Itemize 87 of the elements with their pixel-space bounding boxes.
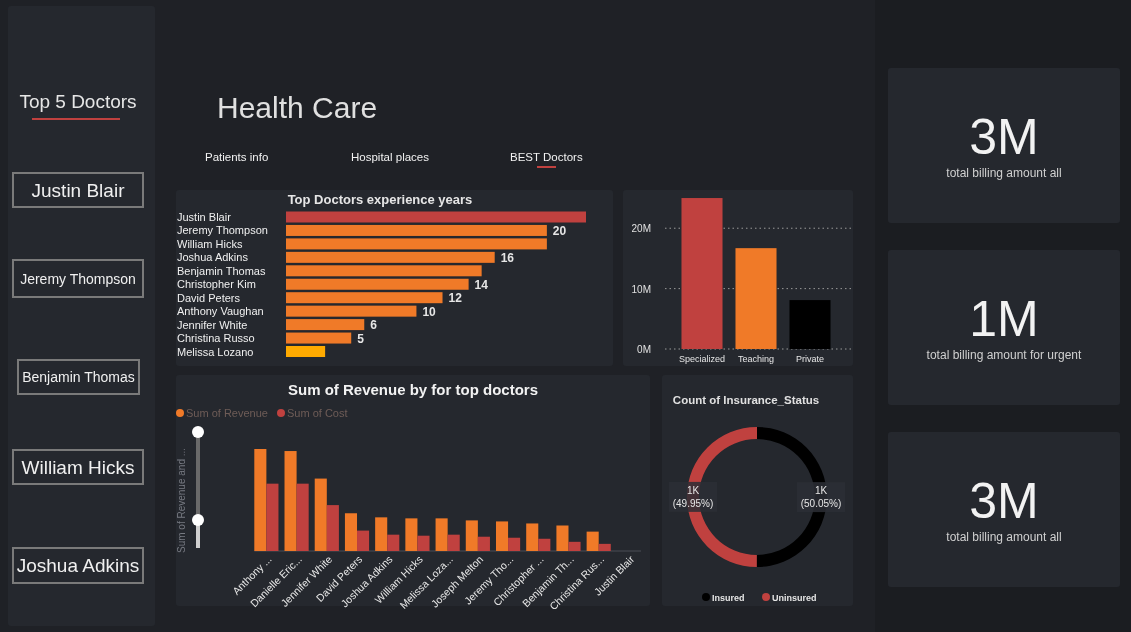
data-label: 6 (370, 318, 378, 333)
text: William Hicks (21, 456, 135, 478)
bar (681, 198, 723, 349)
chart-title: Count of Insurance_Status (672, 394, 820, 406)
text: Hospital places (351, 151, 430, 163)
y-tick-label: Justin Blair (177, 211, 232, 223)
legend-label: Uninsured (772, 592, 817, 603)
bar (465, 520, 478, 551)
bar (526, 523, 539, 551)
text: total billing amount for urgent (926, 348, 1083, 362)
text: Justin Blair (31, 179, 126, 201)
data-label: 20 (552, 223, 567, 238)
text: 1M (969, 291, 1039, 347)
legend-label: Insured (712, 592, 745, 603)
bar (495, 521, 509, 551)
bar (286, 292, 443, 304)
bar (538, 538, 551, 551)
bar (286, 332, 352, 344)
bar (508, 537, 521, 551)
data-label: 1K (50.05%) (800, 485, 842, 510)
text: total billing amount all (946, 166, 1062, 180)
x-tick-label: Private (795, 354, 825, 364)
bar (286, 224, 547, 236)
bar (417, 535, 430, 551)
bar (286, 319, 365, 331)
y-tick-label: William Hicks (177, 237, 243, 250)
data-label: 16 (500, 250, 515, 265)
bar (286, 305, 417, 317)
bar (387, 534, 400, 551)
y-tick-label: Christina Russo (177, 332, 255, 345)
bar (789, 300, 831, 349)
y-tick-label: David Peters (177, 291, 241, 304)
bar (286, 265, 482, 277)
bar (344, 513, 358, 551)
bar (254, 449, 267, 551)
bar (286, 251, 495, 263)
bar (598, 543, 611, 551)
bar (286, 238, 547, 250)
y-axis-title: Sum of Revenue and ... (176, 447, 187, 553)
bar (284, 451, 297, 551)
legend-label: Sum of Cost (287, 407, 348, 419)
bar (447, 534, 460, 551)
y-tick-label: Christopher Kim (177, 278, 256, 291)
bar (568, 541, 581, 551)
y-tick-label: 20M (631, 223, 651, 235)
bar (405, 518, 418, 551)
text: BEST Doctors (510, 151, 583, 163)
text: Top 5 Doctors (19, 91, 137, 112)
bar (296, 483, 309, 551)
bar (435, 518, 448, 551)
bar (477, 536, 490, 551)
x-tick-label: Teaching (737, 354, 775, 364)
y-tick-label: Jennifer White (177, 318, 248, 331)
bar (735, 248, 777, 349)
y-tick-label: 10M (631, 283, 651, 295)
y-tick-label: 0M (637, 344, 651, 355)
bar (357, 530, 370, 551)
text: Health Care (217, 91, 378, 124)
text: Patients info (205, 151, 269, 163)
y-tick-label: Jeremy Thompson (177, 224, 268, 237)
y-tick-label: Benjamin Thomas (177, 264, 266, 277)
bar (286, 211, 586, 223)
bar (286, 278, 469, 290)
x-tick-label: Specialized (678, 354, 726, 364)
bar (326, 505, 339, 551)
text: 3M (969, 109, 1039, 165)
bar (286, 346, 326, 357)
bar (314, 478, 327, 551)
y-tick-label: Anthony Vaughan (177, 305, 264, 318)
data-label: 12 (448, 291, 463, 306)
data-label: 5 (357, 331, 365, 346)
data-label: 14 (474, 277, 489, 292)
text: Jeremy Thompson (20, 270, 136, 287)
text: 3M (969, 473, 1039, 529)
y-tick-label: Joshua Adkins (177, 251, 249, 264)
data-label: 10 (422, 304, 437, 319)
text: total billing amount all (946, 530, 1062, 544)
chart-title: Top Doctors experience years (287, 192, 473, 207)
bar (375, 517, 388, 551)
data-label: 1K (49.95%) (672, 484, 714, 509)
bar (266, 483, 279, 551)
bar (586, 531, 599, 551)
chart-title: Sum of Revenue by for top doctors (287, 381, 539, 398)
bar (556, 525, 569, 551)
legend-label: Sum of Revenue (186, 407, 268, 419)
y-tick-label: Melissa Lozano (177, 345, 254, 358)
text: Benjamin Thomas (22, 369, 135, 386)
